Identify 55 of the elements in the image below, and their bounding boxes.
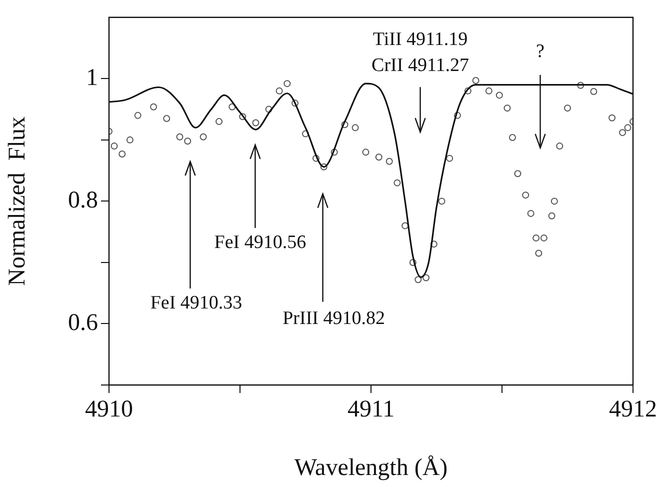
point — [414, 276, 422, 284]
point — [540, 234, 548, 242]
y-tick-label: 0.6 — [68, 310, 98, 336]
point — [504, 104, 511, 112]
point — [472, 77, 480, 84]
point — [564, 104, 571, 112]
point — [527, 210, 534, 217]
point — [134, 112, 142, 119]
point — [624, 124, 632, 132]
x-tick-label: 4912 — [609, 396, 657, 423]
point — [200, 133, 207, 140]
point — [386, 158, 393, 165]
point — [184, 138, 192, 145]
point — [508, 134, 516, 141]
annotation: FeI 4910.33 — [150, 292, 242, 314]
point — [110, 142, 118, 150]
point — [276, 87, 283, 94]
point — [514, 170, 522, 178]
point — [402, 222, 409, 230]
point — [284, 80, 291, 88]
annotation: TiII 4911.19 CrII 4911.27 — [372, 29, 469, 76]
point — [126, 136, 134, 144]
point — [556, 142, 564, 150]
point — [118, 150, 126, 158]
point — [446, 154, 454, 162]
point — [422, 274, 430, 282]
y-tick-label: 0.8 — [68, 187, 98, 214]
point — [362, 148, 370, 156]
point — [590, 88, 598, 96]
x-tick-label: 4911 — [347, 396, 395, 423]
point — [176, 133, 184, 140]
point — [485, 87, 492, 94]
point — [608, 114, 616, 122]
annotation: FeI 4910.56 — [214, 232, 306, 253]
point — [522, 192, 530, 199]
annotation: ? — [536, 40, 544, 62]
point — [619, 129, 626, 136]
point — [496, 92, 503, 99]
point — [163, 114, 170, 122]
point — [535, 250, 542, 257]
point — [252, 119, 260, 126]
point — [375, 154, 382, 161]
x-tick-label: 4910 — [85, 396, 133, 423]
annotation: PrIII 4910.82 — [282, 308, 385, 329]
point — [438, 198, 446, 205]
point — [216, 118, 223, 126]
point — [548, 212, 556, 220]
point — [550, 198, 558, 205]
x-axis-title: Wavelength (Å) — [294, 454, 448, 481]
point — [352, 124, 359, 132]
y-axis-title: Normalized Flux — [4, 116, 31, 286]
y-tick-label: 1 — [86, 64, 98, 91]
point — [394, 179, 401, 186]
point — [150, 103, 158, 110]
point — [532, 234, 540, 242]
